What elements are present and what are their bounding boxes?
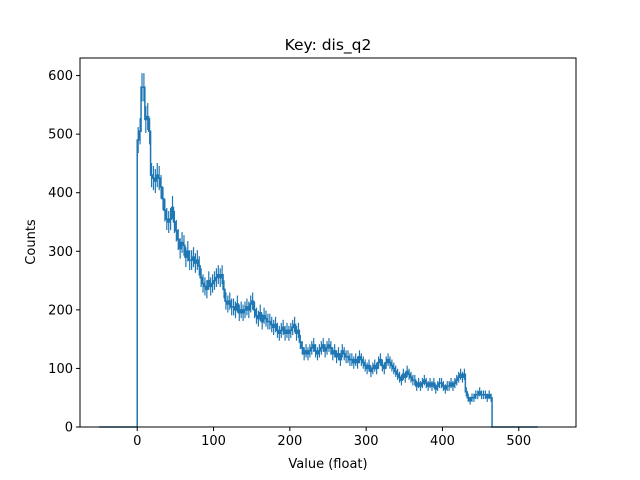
y-tick-label: 400: [48, 186, 73, 201]
chart-title: Key: dis_q2: [285, 36, 372, 55]
x-tick-label: 400: [430, 434, 455, 449]
x-tick-label: 300: [354, 434, 379, 449]
y-tick-label: 600: [48, 69, 73, 84]
y-tick-label: 0: [65, 421, 73, 436]
x-axis-label: Value (float): [288, 457, 367, 472]
plot-area: [99, 73, 538, 428]
histogram-step-line: [99, 86, 538, 428]
x-tick-label: 100: [201, 434, 226, 449]
x-tick-label: 0: [133, 434, 141, 449]
y-tick-label: 300: [48, 245, 73, 260]
axes: 0 100 200 300 400 500 0 100 200 300 400 500 600: [48, 57, 577, 449]
y-tick-label: 200: [48, 303, 73, 318]
y-tick-label: 100: [48, 362, 73, 377]
axes-frame: [79, 57, 577, 428]
y-tick-label: 500: [48, 128, 73, 143]
y-axis-label: Counts: [24, 219, 39, 265]
x-tick-label: 200: [277, 434, 302, 449]
x-tick-label: 500: [506, 434, 531, 449]
